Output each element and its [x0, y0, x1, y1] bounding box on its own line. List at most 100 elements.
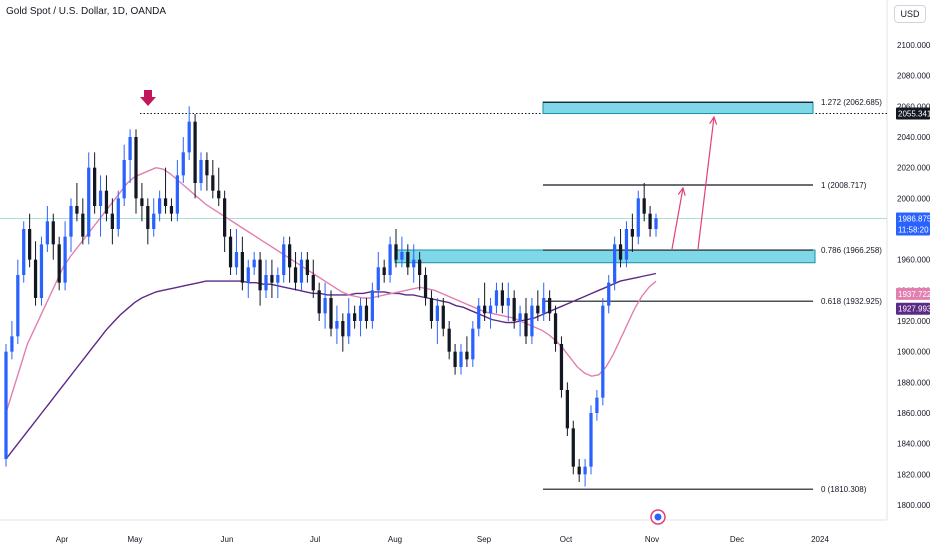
fib-label: 1 (2008.717): [821, 181, 867, 190]
y-tick-label: 1840.000: [897, 440, 931, 449]
candle-body: [500, 290, 504, 306]
candle-body: [335, 321, 339, 329]
x-tick-label: Jul: [310, 535, 320, 544]
candle-body: [33, 259, 38, 298]
x-tick-label: Dec: [730, 535, 744, 544]
fib-label: 0 (1810.308): [821, 485, 867, 494]
chart-title: Gold Spot / U.S. Dollar, 1D, OANDA: [6, 6, 167, 17]
candle-body: [494, 290, 499, 306]
price-tag-bg: [896, 223, 930, 236]
candle-body: [140, 198, 144, 206]
candle-body: [69, 206, 73, 237]
candle-body: [453, 351, 457, 367]
candle-body: [441, 305, 445, 329]
candle-body: [122, 160, 126, 199]
candle-body: [228, 236, 233, 268]
candle-body: [571, 428, 575, 467]
candle-body: [559, 344, 564, 390]
candle-body: [246, 267, 250, 283]
price-tag: 11:58:20: [898, 225, 929, 234]
candle-body: [435, 305, 439, 321]
candle-body: [542, 298, 546, 314]
candle-body: [471, 328, 475, 360]
candle-body: [264, 275, 268, 291]
fib-label: 1.272 (2062.685): [821, 98, 882, 107]
candle-body: [565, 390, 569, 429]
candle-body: [169, 206, 174, 214]
y-tick-label: 1880.000: [897, 378, 931, 387]
candle-body: [577, 466, 581, 475]
candle-body: [347, 313, 351, 337]
candle-body: [305, 259, 309, 275]
price-tag: 2055.341: [898, 109, 932, 118]
candle-body: [81, 213, 85, 237]
y-tick-label: 1820.000: [897, 470, 931, 479]
candle-body: [465, 351, 469, 360]
candle-body: [39, 244, 44, 298]
candle-body: [104, 190, 109, 214]
y-tick-label: 2080.000: [897, 72, 931, 81]
high-marker-arrow: [140, 90, 156, 106]
fast-moving-average-line: [5, 166, 657, 414]
event-icon-dot: [654, 513, 662, 521]
candle-body: [506, 298, 510, 306]
upper-target-zone: [542, 101, 814, 115]
y-tick-label: 2060.000: [897, 102, 931, 111]
candle-body: [311, 275, 315, 291]
candle-body: [406, 252, 410, 268]
price-tag-bg: [896, 287, 930, 300]
candle-body: [595, 397, 599, 413]
candle-body: [270, 275, 274, 283]
candle-body: [223, 198, 227, 237]
projection-arrow-long-head: [709, 115, 718, 125]
candle-body: [601, 305, 605, 398]
candle-body: [45, 221, 49, 245]
candle-body: [4, 351, 8, 459]
fib-label: 0.618 (1932.925): [821, 297, 882, 306]
currency-button[interactable]: USD: [894, 5, 926, 23]
candle-body: [423, 275, 428, 298]
candle-body: [589, 413, 593, 467]
candle-body: [536, 305, 540, 314]
candle-body: [613, 244, 617, 283]
candle-body: [158, 198, 162, 214]
candle-body: [234, 252, 239, 268]
candle-body: [134, 137, 138, 199]
candle-body: [299, 259, 304, 283]
candle-body: [258, 259, 262, 291]
y-tick-label: 2100.000: [897, 41, 931, 50]
candle-body: [187, 121, 191, 153]
candle-body: [624, 229, 629, 260]
candle-body: [110, 213, 114, 229]
candle-body: [146, 206, 150, 229]
candle-body: [353, 313, 357, 321]
candle-body: [412, 259, 416, 268]
candle-body: [429, 298, 434, 321]
candle-body: [282, 244, 286, 275]
candle-body: [370, 290, 374, 321]
candle-body: [28, 229, 32, 260]
x-tick-label: Sep: [477, 535, 492, 544]
candle-body: [382, 267, 386, 275]
y-tick-label: 1800.000: [897, 501, 931, 510]
candle-body: [583, 466, 587, 475]
candle-body: [376, 267, 380, 291]
fib-label: 0.786 (1966.258): [821, 246, 882, 255]
candle-body: [205, 160, 209, 176]
candle-body: [288, 244, 292, 268]
candle-body: [618, 244, 623, 260]
candle-body: [488, 305, 493, 314]
y-tick-label: 2040.000: [897, 133, 931, 142]
price-tag-bg: [896, 302, 930, 315]
x-tick-label: May: [127, 535, 142, 544]
x-tick-label: Apr: [56, 535, 69, 544]
candle-body: [51, 221, 55, 245]
candle-body: [317, 290, 321, 314]
x-tick-label: 2024: [811, 535, 829, 544]
candle-body: [530, 305, 534, 337]
candle-body: [636, 198, 640, 237]
price-tag: 1937.722: [898, 290, 932, 299]
candle-body: [211, 175, 215, 191]
